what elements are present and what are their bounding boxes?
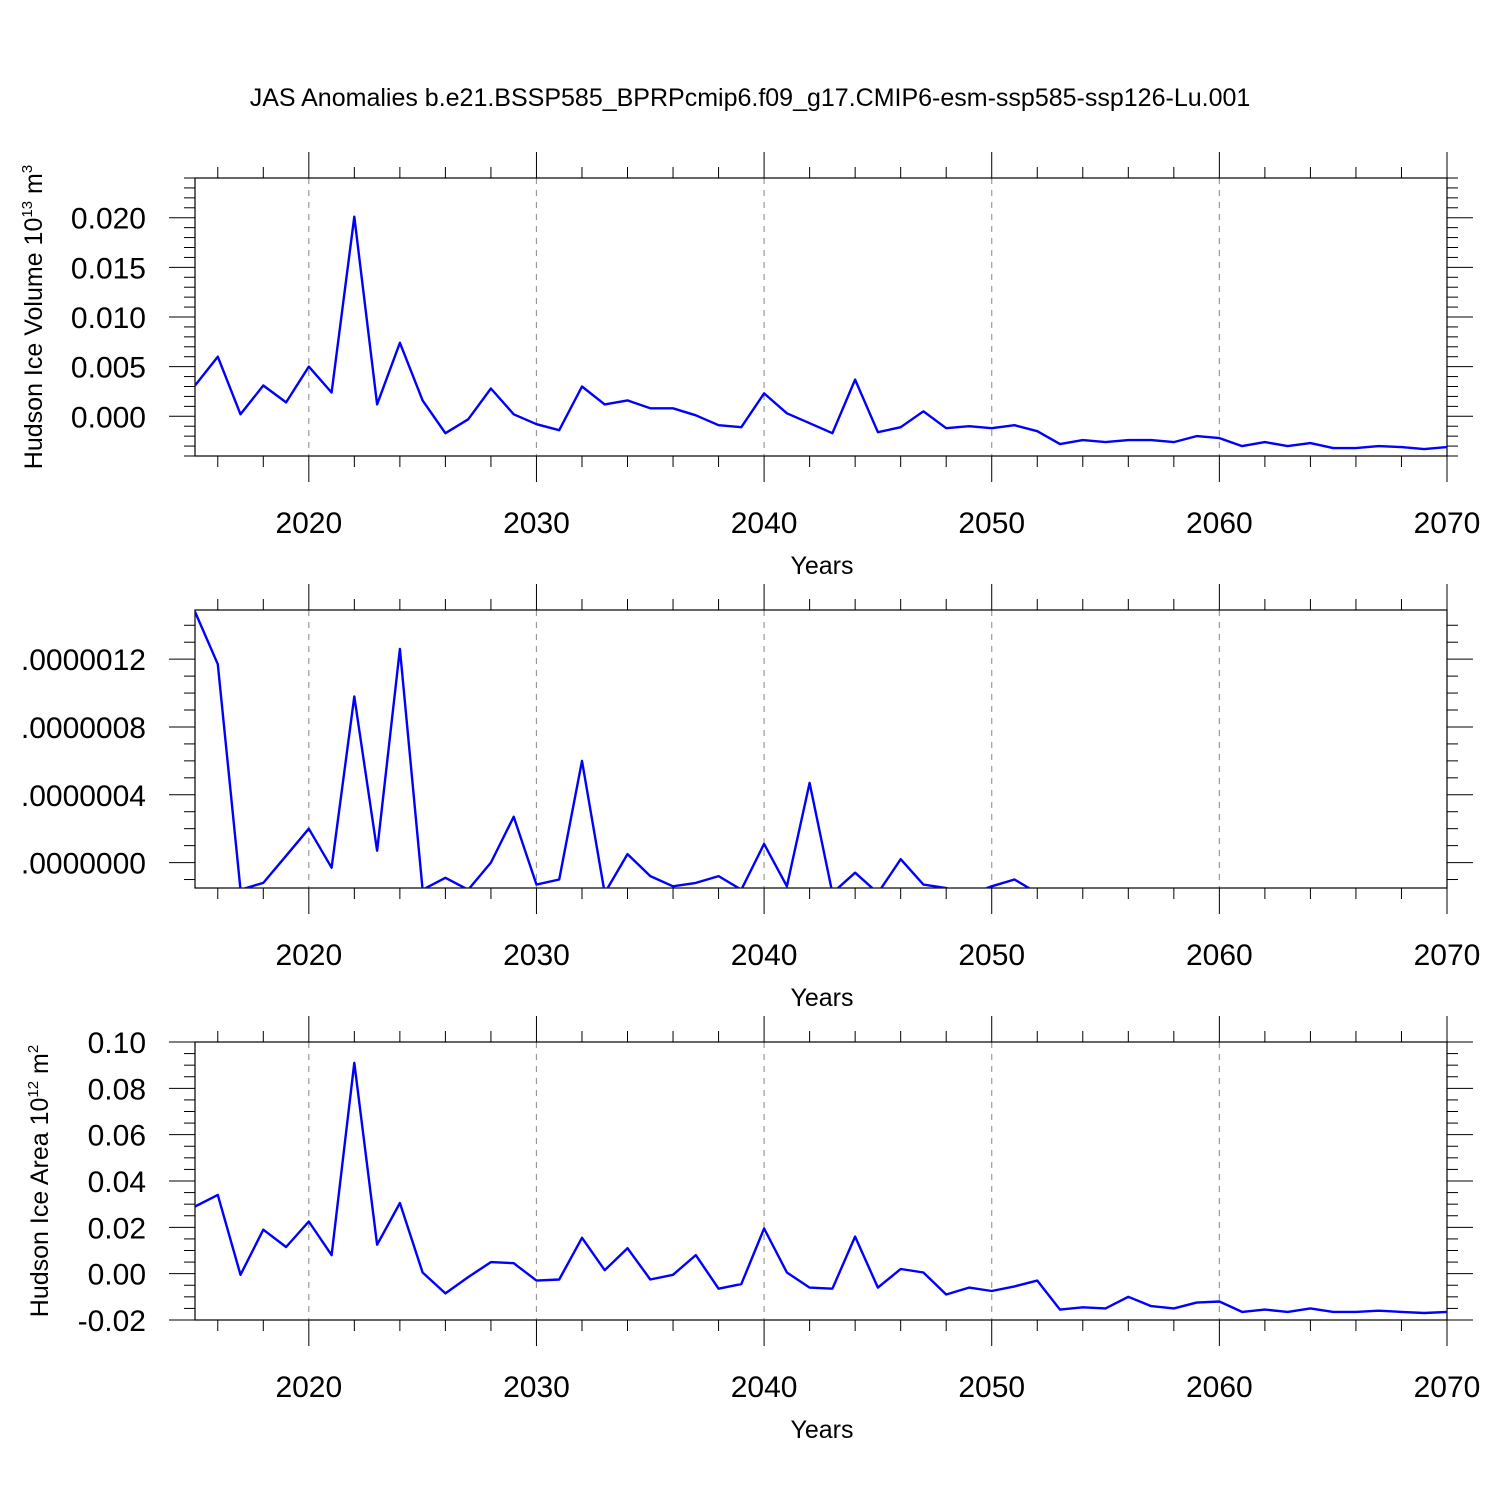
x-tick-label: 2050: [958, 507, 1025, 540]
x-axis-label: Years: [790, 1416, 853, 1444]
x-tick-label: 2070: [1414, 1371, 1481, 1404]
chart-title: JAS Anomalies b.e21.BSSP585_BPRPcmip6.f0…: [250, 84, 1251, 112]
x-tick-label: 2020: [275, 1371, 342, 1404]
y-axis-label-exponent: 13: [19, 201, 36, 218]
y-axis-label-unit: m: [26, 1053, 54, 1081]
x-tick-label: 2020: [275, 507, 342, 540]
y-tick-label: 0.04: [88, 1166, 146, 1199]
x-axis-label: Years: [790, 552, 853, 580]
x-tick-label: 2030: [503, 939, 570, 972]
y-tick-label: 0.000: [71, 401, 146, 434]
x-tick-label: 2070: [1414, 939, 1481, 972]
ice-volume-panel: 2020 2030 2040 2050 2060 2070 0.000 0.005 0.010 0…: [19, 152, 1480, 580]
y-tick-label: .0000000: [21, 848, 146, 881]
ice-area-panel: 2020 2030 2040 2050 2060 2070 -0.02 0.00 0.02 0.0…: [25, 1016, 1480, 1444]
series-line-0: [195, 611, 1032, 888]
x-tick-label: 2040: [731, 939, 798, 972]
y-tick-label: 0.005: [71, 352, 146, 385]
y-tick-label: .0000012: [21, 644, 146, 677]
x-tick-label: 2020: [275, 939, 342, 972]
y-axis-label-unit: m: [20, 173, 48, 201]
y-tick-label: 0.08: [88, 1073, 146, 1106]
y-axis-label-unit-exponent: 2: [25, 1045, 42, 1053]
y-axis-label: Hudson Ice Volume 1013 m3: [19, 165, 48, 469]
plot-frame: [194, 1041, 1448, 1321]
y-axis-label-text: Hudson Ice Volume 10: [20, 218, 48, 470]
series-line-0: [195, 215, 1447, 451]
y-axis-label-unit-exponent: 3: [19, 165, 36, 173]
x-tick-label: 2060: [1186, 1371, 1253, 1404]
y-tick-label: .0000004: [21, 780, 146, 813]
y-tick-label: 0.020: [71, 203, 146, 236]
y-axis-label-text: Hudson Ice Area 10: [26, 1098, 54, 1318]
x-tick-label: 2050: [958, 939, 1025, 972]
x-tick-label: 2030: [503, 1371, 570, 1404]
y-axis-label-exponent: 12: [25, 1081, 42, 1098]
x-tick-label: 2060: [1186, 939, 1253, 972]
x-tick-label: 2050: [958, 1371, 1025, 1404]
series-line-0: [195, 1061, 1447, 1315]
x-tick-label: 2060: [1186, 507, 1253, 540]
y-tick-label: 0.015: [71, 252, 146, 285]
plot-frame: [194, 177, 1448, 457]
y-tick-label: -0.02: [78, 1305, 146, 1338]
y-tick-label: .0000008: [21, 712, 146, 745]
x-tick-label: 2070: [1414, 507, 1481, 540]
x-tick-label: 2030: [503, 507, 570, 540]
plot-frame: [194, 609, 1448, 889]
x-axis-label: Years: [790, 984, 853, 1012]
y-tick-label: 0.010: [71, 302, 146, 335]
x-tick-label: 2040: [731, 507, 798, 540]
x-tick-label: 2040: [731, 1371, 798, 1404]
y-tick-label: 0.06: [88, 1120, 146, 1153]
y-tick-label: 0.00: [88, 1259, 146, 1292]
y-tick-label: 0.10: [88, 1027, 146, 1060]
y-tick-label: 0.02: [88, 1212, 146, 1245]
middle-panel: 2020 2030 2040 2050 2060 2070 .0000000 .0000004…: [21, 584, 1481, 1012]
y-axis-label: Hudson Ice Area 1012 m2: [25, 1045, 54, 1317]
